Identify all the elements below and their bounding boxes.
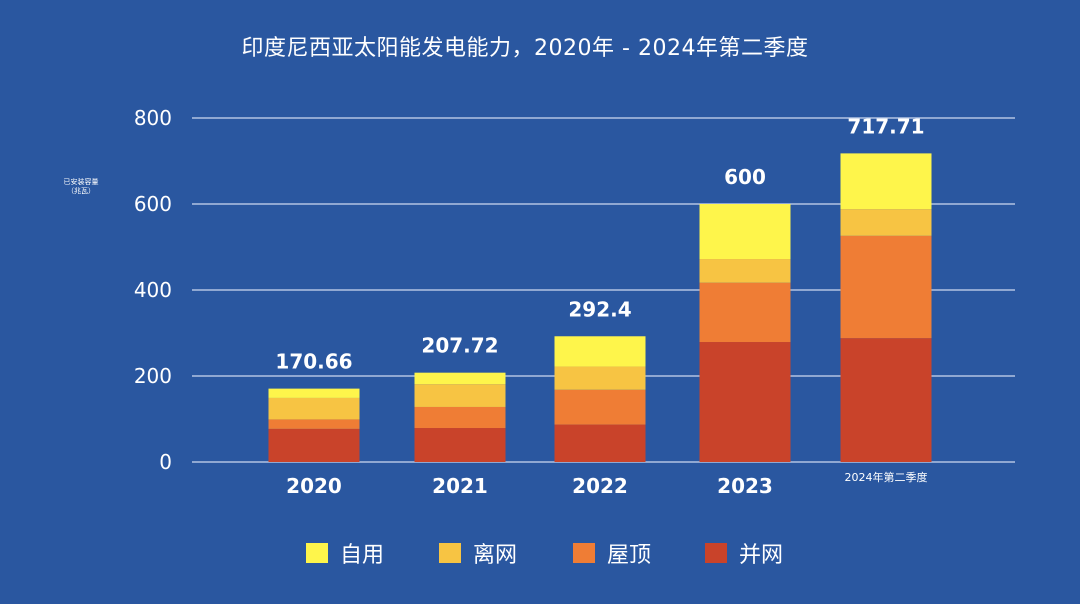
bar-segment	[554, 389, 646, 425]
x-tick-label: 2024年第二季度	[845, 470, 928, 484]
bar-segment	[840, 338, 932, 462]
data-label: 717.71	[847, 114, 924, 138]
x-tick-label: 2023	[717, 474, 773, 498]
x-tick-label: 2020	[286, 474, 342, 498]
bar-segment	[554, 366, 646, 390]
legend-swatch	[306, 543, 328, 563]
legend-label: 自用	[340, 543, 385, 568]
bar-segment	[840, 209, 932, 236]
bar-segment	[414, 406, 506, 429]
legend-label: 离网	[473, 543, 518, 568]
y-tick-label: 200	[134, 364, 172, 388]
x-tick-label: 2021	[432, 474, 488, 498]
legend: 自用 离网 屋顶 并网	[0, 538, 1080, 568]
legend-swatch	[705, 543, 727, 563]
y-tick-label: 600	[134, 192, 172, 216]
data-label: 600	[724, 165, 766, 189]
bar-segment	[414, 428, 506, 462]
data-label: 292.4	[568, 297, 631, 321]
legend-item: 离网	[439, 538, 517, 568]
legend-label: 并网	[739, 543, 784, 568]
y-tick-label: 0	[159, 450, 172, 474]
bar-segment	[414, 384, 506, 407]
legend-item: 自用	[306, 538, 384, 568]
bar-segment	[840, 235, 932, 339]
y-tick-label: 400	[134, 278, 172, 302]
bar-segment	[554, 336, 646, 367]
bar-segment	[268, 419, 360, 429]
bar-segment	[268, 397, 360, 420]
bar-segment	[699, 342, 791, 462]
bar-segment	[554, 424, 646, 462]
data-label: 170.66	[275, 350, 352, 374]
bar-segment	[268, 428, 360, 462]
legend-label: 屋顶	[607, 543, 652, 568]
y-axis-label: 已安装容量 （兆瓦）	[63, 178, 99, 195]
legend-swatch	[573, 543, 595, 563]
bar-segment	[699, 282, 791, 343]
bar-segment	[268, 388, 360, 398]
bar-segment	[699, 204, 791, 260]
bar-segment	[840, 153, 932, 210]
legend-item: 并网	[705, 538, 783, 568]
legend-item: 屋顶	[573, 538, 651, 568]
y-tick-label: 800	[134, 106, 172, 130]
x-tick-label: 2022	[572, 474, 628, 498]
bar-segment	[699, 259, 791, 283]
bar-segment	[414, 372, 506, 385]
legend-swatch	[439, 543, 461, 563]
chart-title: 印度尼西亚太阳能发电能力，2020年 - 2024年第二季度	[241, 36, 809, 61]
data-label: 207.72	[421, 334, 498, 358]
